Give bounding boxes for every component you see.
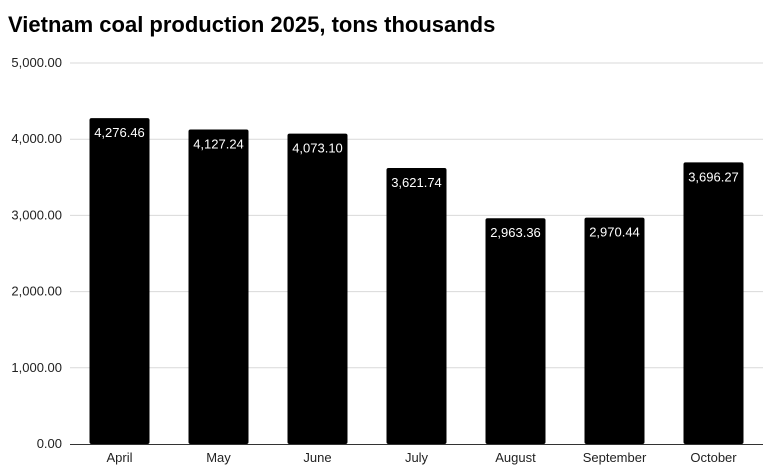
bars bbox=[89, 118, 744, 445]
y-tick-label: 4,000.00 bbox=[11, 131, 62, 146]
bar bbox=[287, 133, 348, 445]
bar bbox=[683, 162, 744, 444]
x-category-label: May bbox=[206, 450, 231, 465]
chart-title: Vietnam coal production 2025, tons thous… bbox=[8, 12, 496, 37]
x-axis-category-labels: April May June July August September October bbox=[106, 450, 737, 465]
bar bbox=[188, 129, 249, 444]
data-label: 3,621.74 bbox=[391, 175, 442, 190]
y-tick-label: 0.00 bbox=[37, 436, 62, 451]
data-label: 2,963.36 bbox=[490, 225, 541, 240]
data-label: 4,073.10 bbox=[292, 141, 343, 156]
y-tick-label: 1,000.00 bbox=[11, 360, 62, 375]
data-label: 2,970.44 bbox=[589, 225, 640, 240]
x-category-label: September bbox=[583, 450, 647, 465]
x-category-label: July bbox=[405, 450, 429, 465]
y-tick-label: 3,000.00 bbox=[11, 207, 62, 222]
y-tick-label: 2,000.00 bbox=[11, 284, 62, 299]
x-category-label: June bbox=[303, 450, 331, 465]
bar bbox=[584, 217, 645, 444]
bar bbox=[89, 118, 150, 444]
x-category-label: August bbox=[495, 450, 536, 465]
data-label: 4,276.46 bbox=[94, 125, 145, 140]
y-axis-tick-labels: 0.00 1,000.00 2,000.00 3,000.00 4,000.00 5,00… bbox=[11, 55, 62, 451]
data-label: 3,696.27 bbox=[688, 169, 739, 184]
x-category-label: October bbox=[690, 450, 737, 465]
data-label: 4,127.24 bbox=[193, 137, 244, 152]
bar bbox=[386, 168, 447, 444]
data-labels: 4,276.46 4,127.24 4,073.10 3,621.74 2,963.36… bbox=[94, 125, 739, 240]
x-category-label: April bbox=[106, 450, 132, 465]
y-tick-label: 5,000.00 bbox=[11, 55, 62, 70]
bar bbox=[485, 218, 546, 444]
